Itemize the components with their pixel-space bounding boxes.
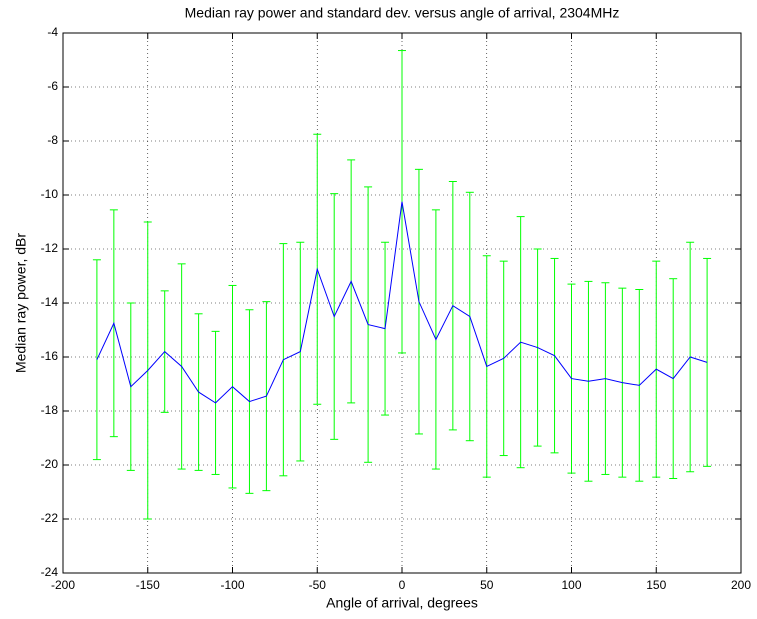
chart-title: Median ray power and standard dev. versu… [185, 5, 620, 21]
error-bar [703, 257, 712, 467]
x-tick-label: -100 [220, 578, 244, 592]
x-tick-label: -200 [51, 578, 75, 592]
y-tick-label: -18 [41, 403, 59, 417]
y-tick-label: -24 [41, 565, 59, 579]
y-tick-label: -22 [41, 511, 59, 525]
y-tick-label: -16 [41, 349, 59, 363]
x-tick-label: 100 [561, 578, 581, 592]
plot-frame [62, 32, 742, 574]
y-axis-label: Median ray power, dBr [13, 233, 29, 373]
y-tick-label: -12 [41, 241, 59, 255]
data-line [96, 201, 708, 404]
y-tick-label: -6 [47, 79, 58, 93]
y-tick-label: -20 [41, 457, 59, 471]
y-tick-label: -8 [47, 133, 58, 147]
y-tick-label: -10 [41, 187, 59, 201]
x-tick-label: 0 [399, 578, 406, 592]
x-tick-label: 50 [480, 578, 494, 592]
x-tick-label: -150 [136, 578, 160, 592]
y-tick-label: -14 [41, 295, 59, 309]
x-tick-label: 150 [646, 578, 666, 592]
y-tick-label: -4 [47, 25, 58, 39]
x-tick-label: -50 [309, 578, 327, 592]
x-tick-label: 200 [731, 578, 751, 592]
x-axis-label: Angle of arrival, degrees [326, 595, 478, 611]
